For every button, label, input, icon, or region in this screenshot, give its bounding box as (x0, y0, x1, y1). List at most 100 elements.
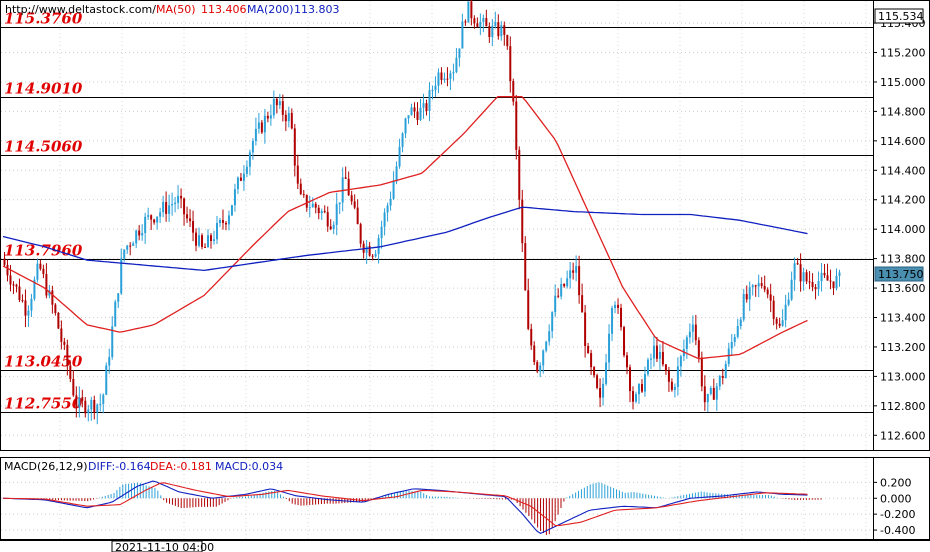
price-tick-label: 114.000 (880, 223, 926, 236)
candle-body (72, 378, 75, 396)
candle-body (332, 224, 335, 230)
candle-body (629, 367, 632, 392)
candle-body (111, 326, 114, 358)
candle-body (781, 320, 784, 326)
macd-value: MACD:0.034 (215, 460, 283, 473)
candle-body (30, 298, 33, 311)
candle-body (33, 279, 36, 299)
candle-body (715, 386, 718, 400)
candle-body (449, 73, 452, 79)
candle-body (299, 183, 302, 195)
candle-body (251, 140, 254, 153)
candle-body (491, 25, 494, 37)
price-panel-frame (0, 0, 874, 451)
candle-body (506, 34, 509, 47)
level-label: 113.0450 (4, 353, 83, 371)
ma50-line (2, 96, 808, 360)
candle-body (793, 263, 796, 280)
candle-body (533, 345, 536, 363)
candle-body (171, 204, 174, 206)
candle-body (482, 18, 485, 22)
candle-body (215, 223, 218, 240)
candle-body (120, 258, 123, 294)
candle-body (207, 235, 210, 248)
candle-body (700, 357, 703, 387)
candle-body (697, 340, 700, 358)
candle-body (114, 301, 117, 327)
candle-body (569, 270, 572, 279)
candle-body (605, 362, 608, 384)
candle-body (611, 308, 614, 334)
candle-body (634, 394, 637, 402)
candle-body (455, 57, 458, 73)
last-price-label: 113.750 (878, 268, 924, 281)
candle-body (260, 122, 263, 133)
candle-body (12, 284, 15, 286)
candle-body (356, 207, 359, 225)
candle-body (374, 253, 377, 257)
candle-body (126, 245, 129, 250)
candle-body (664, 364, 667, 371)
candle-body (500, 25, 503, 37)
candle-body (431, 90, 434, 92)
candle-body (275, 98, 278, 106)
candlesticks (3, 0, 841, 425)
candle-body (177, 195, 180, 203)
last-price-box (874, 266, 924, 282)
price-tick-label: 115.000 (880, 76, 926, 89)
candle-body (575, 266, 578, 273)
macd-histogram (5, 482, 822, 536)
candle-body (652, 345, 655, 359)
candle-body (778, 323, 781, 326)
candle-body (802, 272, 805, 282)
candle-body (434, 85, 437, 91)
candle-body (63, 341, 66, 345)
date-box (111, 540, 203, 552)
candle-body (210, 235, 213, 241)
candle-body (527, 290, 530, 329)
candle-body (371, 255, 374, 257)
candle-body (419, 107, 422, 120)
macd-axis-ticks: 0.200 0.000 -0.200 -0.400 (873, 476, 915, 537)
candle-body (673, 386, 676, 390)
candle-body (9, 275, 12, 285)
candle-body (96, 404, 99, 413)
candle-body (530, 328, 533, 346)
candle-body (626, 355, 629, 368)
candle-body (57, 312, 60, 329)
candle-body (539, 365, 542, 372)
candle-body (835, 275, 838, 289)
candle-body (548, 331, 551, 342)
price-tick-label: 112.600 (880, 429, 926, 442)
candle-body (485, 18, 488, 27)
candle-body (428, 90, 431, 111)
candle-body (617, 304, 620, 308)
candle-body (685, 337, 688, 349)
candle-body (739, 319, 742, 327)
candle-body (407, 115, 410, 119)
candle-body (380, 226, 383, 239)
candle-body (410, 107, 413, 116)
candle-body (643, 374, 646, 392)
candle-body (769, 294, 772, 301)
candle-body (760, 283, 763, 286)
candle-body (422, 103, 425, 108)
candle-body (784, 304, 787, 321)
candle-body (775, 318, 778, 324)
candle-body (745, 294, 748, 300)
candle-body (174, 202, 177, 205)
candle-body (42, 268, 45, 275)
candle-body (503, 25, 506, 35)
candle-body (640, 384, 643, 392)
candle-body (39, 263, 42, 269)
candle-body (578, 266, 581, 296)
candle-body (581, 295, 584, 313)
candle-body (254, 128, 257, 141)
candle-body (302, 194, 305, 196)
candle-body (518, 149, 521, 200)
candle-body (293, 128, 296, 166)
candle-body (168, 205, 171, 214)
candle-body (437, 72, 440, 86)
top-price-label: 115.534 (878, 10, 924, 23)
ma50-value: 113.406 (201, 3, 247, 16)
